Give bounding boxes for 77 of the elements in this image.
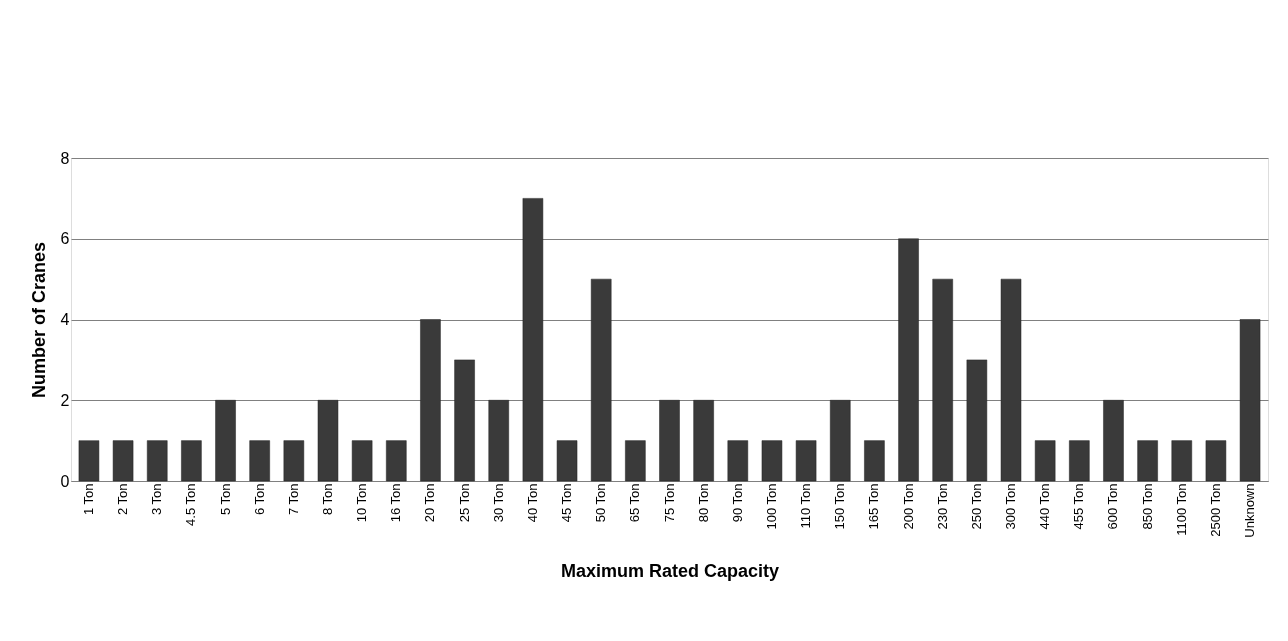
x-tick-label: 1 Ton: [80, 483, 96, 516]
y-tick-label: 6: [60, 230, 70, 248]
bar: [112, 440, 134, 482]
bar: [830, 400, 851, 482]
x-tick-label: 2 Ton: [115, 483, 131, 516]
bar: [1171, 440, 1193, 482]
y-tick-label: 8: [60, 149, 70, 167]
bar: [659, 400, 680, 482]
bar: [727, 440, 749, 482]
x-tick-label: 100 Ton: [763, 483, 779, 530]
x-tick-label: 90 Ton: [729, 483, 745, 523]
x-tick-label: 5 Ton: [217, 483, 233, 516]
bar: [1137, 440, 1158, 482]
x-tick-label: 10 Ton: [354, 483, 370, 523]
bar: [1103, 400, 1124, 482]
bar: [181, 440, 202, 482]
x-tick-label: 7 Ton: [285, 483, 301, 516]
x-tick-label: Unknown: [1242, 483, 1258, 538]
x-tick-label: 600 Ton: [1105, 483, 1121, 530]
bar: [966, 359, 988, 482]
bar: [420, 319, 441, 482]
x-tick-label: 230 Ton: [934, 483, 950, 530]
bar: [590, 278, 612, 482]
x-tick-label: 440 Ton: [1037, 483, 1053, 530]
bar: [215, 400, 236, 482]
bar: [693, 400, 714, 482]
x-axis-title: Maximum Rated Capacity: [560, 560, 780, 581]
y-tick-label: 2: [60, 391, 70, 409]
bar: [761, 440, 783, 482]
bar: [249, 440, 270, 482]
x-tick-label: 25 Ton: [456, 483, 472, 523]
bar: [1000, 278, 1022, 482]
y-tick-label: 0: [60, 472, 70, 490]
bar: [78, 440, 100, 482]
bar: [1205, 440, 1227, 482]
bar: [932, 278, 953, 482]
x-tick-label: 110 Ton: [798, 483, 814, 529]
x-tick-label: 1100 Ton: [1173, 483, 1189, 536]
bar: [351, 440, 373, 482]
bar: [556, 440, 578, 482]
x-tick-label: 65 Ton: [627, 483, 643, 523]
y-axis-title: Number of Cranes: [28, 241, 49, 399]
x-tick-label: 20 Ton: [422, 483, 438, 523]
bar: [386, 440, 407, 482]
x-tick-label: 4.5 Ton: [183, 483, 199, 526]
x-tick-label: 16 Ton: [388, 483, 404, 523]
x-tick-label: 30 Ton: [490, 483, 506, 523]
bar: [1239, 319, 1261, 482]
x-tick-label: 250 Ton: [968, 483, 984, 530]
bar: [146, 440, 168, 482]
x-tick-label: 80 Ton: [695, 483, 711, 523]
x-tick-label: 300 Ton: [1003, 483, 1019, 530]
bar: [488, 400, 509, 482]
bar: [795, 440, 817, 482]
bar: [625, 440, 646, 482]
bar: [522, 198, 544, 482]
x-tick-label: 850 Ton: [1139, 483, 1155, 530]
bar: [317, 400, 339, 482]
bar: [1069, 440, 1090, 482]
x-tick-label: 45 Ton: [559, 483, 575, 523]
x-tick-label: 75 Ton: [661, 483, 677, 523]
x-tick-label: 40 Ton: [524, 483, 540, 523]
x-tick-label: 200 Ton: [900, 483, 916, 530]
bar: [1034, 440, 1056, 482]
y-tick-label: 4: [60, 311, 70, 328]
x-tick-label: 3 Ton: [149, 483, 165, 516]
bar: [898, 238, 919, 482]
x-tick-label: 455 Ton: [1071, 483, 1087, 530]
x-tick-label: 8 Ton: [319, 483, 335, 516]
x-tick-label: 165 Ton: [866, 483, 882, 530]
bar: [454, 359, 475, 482]
x-tick-label: 50 Ton: [593, 483, 609, 523]
bar: [864, 440, 885, 482]
bar: [283, 440, 305, 482]
x-tick-label: 6 Ton: [251, 483, 267, 516]
x-tick-label: 2500 Ton: [1207, 483, 1223, 537]
x-tick-label: 150 Ton: [832, 483, 848, 530]
